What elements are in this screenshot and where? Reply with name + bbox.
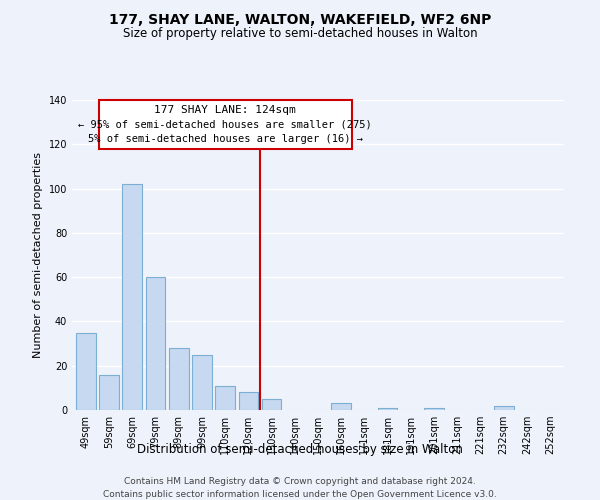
Bar [192, 354, 212, 410]
Text: 177, SHAY LANE, WALTON, WAKEFIELD, WF2 6NP: 177, SHAY LANE, WALTON, WAKEFIELD, WF2 6… [109, 12, 491, 26]
Bar [494, 406, 514, 410]
Bar [146, 277, 166, 410]
Bar [99, 374, 119, 410]
Text: ← 95% of semi-detached houses are smaller (275): ← 95% of semi-detached houses are smalle… [78, 120, 372, 130]
Bar [122, 184, 142, 410]
Text: Distribution of semi-detached houses by size in Walton: Distribution of semi-detached houses by … [137, 442, 463, 456]
Bar [378, 408, 397, 410]
Bar [169, 348, 188, 410]
Bar [239, 392, 258, 410]
Bar [215, 386, 235, 410]
Text: 5% of semi-detached houses are larger (16) →: 5% of semi-detached houses are larger (1… [88, 134, 362, 144]
Bar [424, 408, 444, 410]
Text: Contains public sector information licensed under the Open Government Licence v3: Contains public sector information licen… [103, 490, 497, 499]
Bar [76, 332, 96, 410]
Y-axis label: Number of semi-detached properties: Number of semi-detached properties [33, 152, 43, 358]
Bar [331, 404, 351, 410]
Bar [262, 399, 281, 410]
Text: Contains HM Land Registry data © Crown copyright and database right 2024.: Contains HM Land Registry data © Crown c… [124, 478, 476, 486]
Text: 177 SHAY LANE: 124sqm: 177 SHAY LANE: 124sqm [154, 105, 296, 115]
Text: Size of property relative to semi-detached houses in Walton: Size of property relative to semi-detach… [122, 28, 478, 40]
FancyBboxPatch shape [98, 100, 352, 148]
